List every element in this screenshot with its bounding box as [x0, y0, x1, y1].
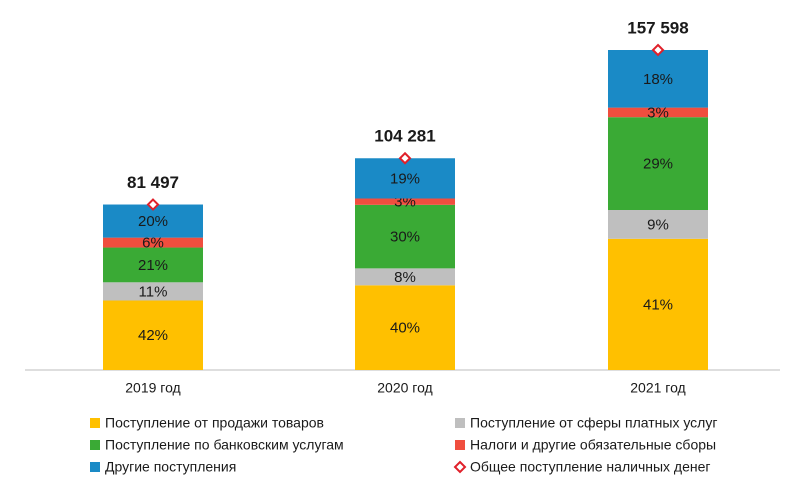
legend-swatch [90, 418, 100, 428]
segment-label: 11% [139, 283, 168, 300]
segment-label: 42% [138, 327, 168, 344]
legend-swatch [455, 418, 465, 428]
segment-label: 30% [390, 229, 420, 246]
segment-label: 29% [643, 156, 673, 173]
segment-label: 9% [647, 216, 669, 233]
bar-segment [355, 204, 455, 269]
segment-label: 6% [142, 235, 164, 252]
legend-label: Поступление по банковским услугам [105, 437, 344, 453]
total-label: 104 281 [374, 127, 435, 146]
total-marker [398, 151, 412, 165]
legend-swatch [455, 440, 465, 450]
segment-label: 41% [643, 296, 673, 313]
total-label: 157 598 [627, 18, 688, 37]
segment-label: 18% [643, 71, 673, 88]
legend-swatch [90, 462, 100, 472]
bar-segment [608, 117, 708, 210]
x-tick-label: 2020 год [377, 380, 432, 396]
legend-label: Другие поступления [105, 459, 236, 475]
bar-segment [355, 158, 455, 199]
legend-label: Общее поступление наличных денег [470, 459, 711, 475]
bar-segment [355, 198, 455, 205]
legend-label: Поступление от продажи товаров [105, 415, 324, 431]
segment-label: 21% [138, 257, 168, 274]
segment-label: 40% [390, 320, 420, 337]
bar-segment [355, 285, 455, 370]
legend-label: Налоги и другие обязательные сборы [470, 437, 716, 453]
bar-segment [103, 247, 203, 283]
legend-swatch [90, 440, 100, 450]
bar-segment [103, 282, 203, 301]
x-tick-label: 2021 год [630, 380, 685, 396]
total-label: 81 497 [127, 173, 179, 192]
segment-label: 8% [394, 269, 416, 286]
legend-label: Поступление от сферы платных услуг [470, 415, 717, 431]
segment-label: 3% [647, 104, 669, 121]
bar-segment [608, 210, 708, 239]
bar-segment [355, 268, 455, 286]
total-marker [146, 198, 160, 211]
bar-segment [103, 300, 203, 370]
bar-segment [608, 238, 708, 370]
legend-marker [453, 460, 467, 474]
segment-label: 20% [138, 213, 168, 230]
bar-segment [608, 107, 708, 118]
x-tick-label: 2019 год [125, 380, 180, 396]
bar-segment [103, 237, 203, 248]
total-marker [651, 43, 665, 57]
segment-label: 19% [390, 170, 420, 187]
bar-segment [608, 50, 708, 108]
